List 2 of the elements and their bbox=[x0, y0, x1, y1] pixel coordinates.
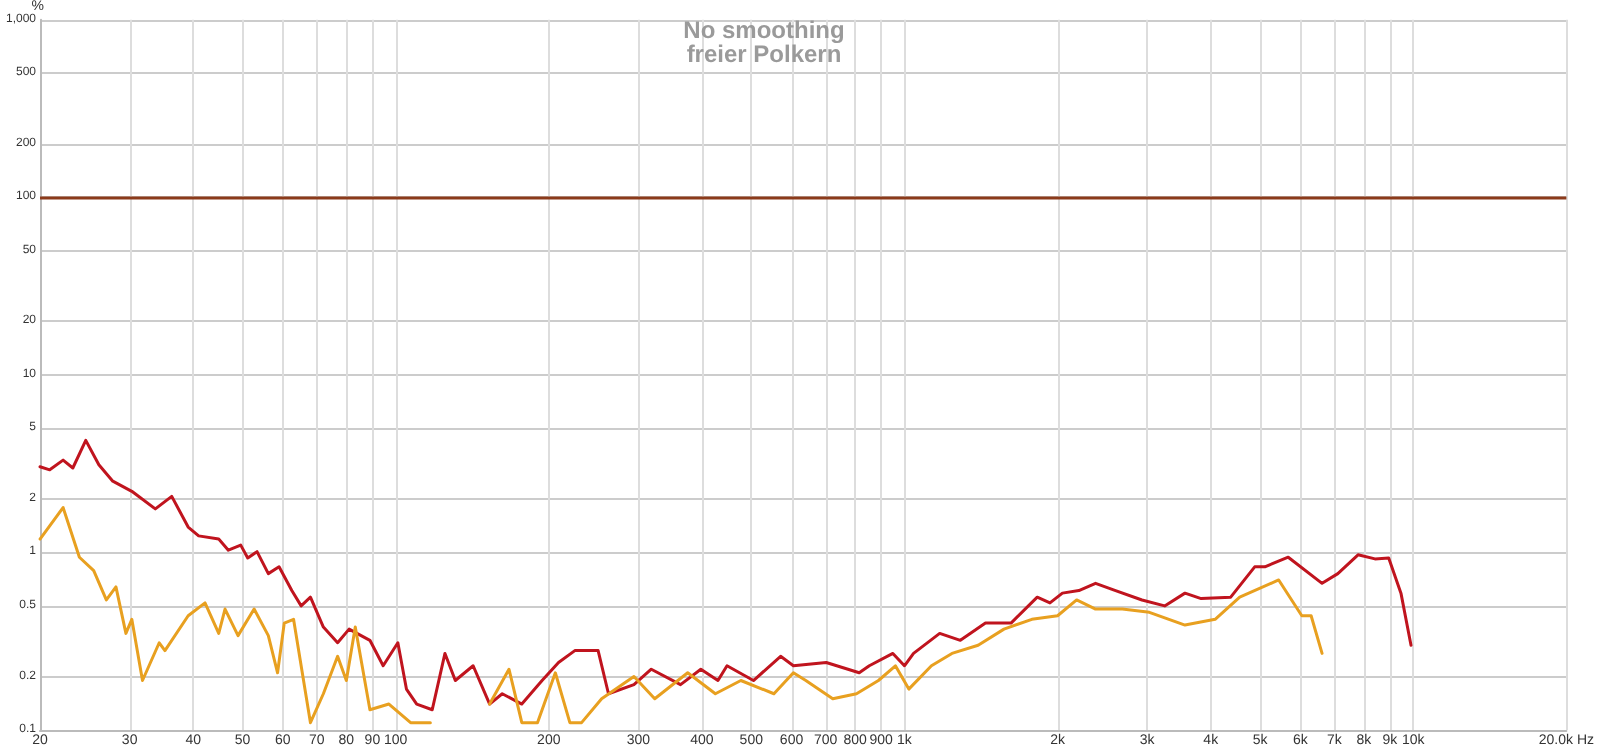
chart-title: No smoothing bbox=[683, 16, 845, 44]
text: freier Polkern bbox=[686, 40, 842, 68]
